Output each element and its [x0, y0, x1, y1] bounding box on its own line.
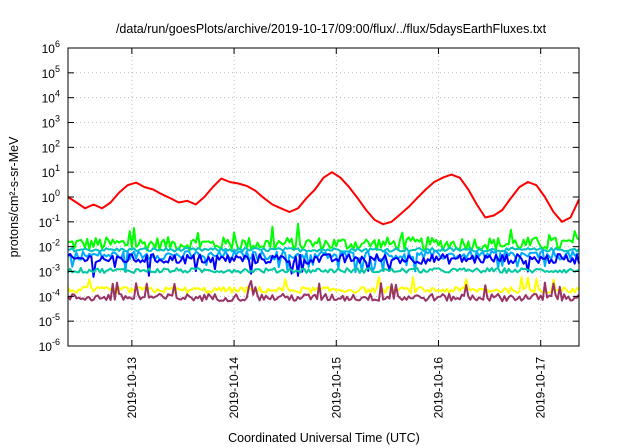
y-tick-label: 10-2 [39, 238, 60, 255]
y-tick-label: 10-6 [39, 337, 60, 354]
y-grid [68, 72, 579, 322]
series-layer [67, 171, 580, 303]
series-line-7 [67, 276, 580, 295]
x-tick-label: 2019-10-16 [431, 357, 445, 419]
y-tick-label: 103 [42, 114, 60, 131]
series-line-6 [67, 267, 580, 274]
y-tick-label: 102 [42, 138, 60, 155]
y-axis: 10-6 10-5 10-4 10-3 10-2 10-1 100 101 102 103 104 1… [39, 39, 579, 354]
series-line-8 [67, 280, 580, 303]
y-tick-label: 106 [42, 39, 60, 56]
y-tick-label: 104 [42, 89, 60, 106]
y-tick-label: 10-1 [39, 213, 60, 230]
series-line-1 [67, 171, 580, 226]
y-tick-label: 10-4 [39, 287, 60, 304]
y-tick-label: 105 [42, 64, 60, 81]
y-tick-label: 10-3 [39, 263, 60, 280]
x-tick-label: 2019-10-14 [227, 357, 241, 419]
x-tick-label: 2019-10-15 [329, 357, 343, 419]
x-tick-label: 2019-10-17 [534, 357, 548, 419]
y-axis-label: protons/cm²-s-sr-MeV [7, 136, 21, 258]
chart-title: /data/run/goesPlots/archive/2019-10-17/0… [116, 22, 547, 36]
x-tick-label: 2019-10-13 [125, 357, 139, 419]
series-line-5 [67, 253, 580, 278]
y-tick-label: 101 [42, 163, 60, 180]
x-axis-label: Coordinated Universal Time (UTC) [228, 431, 420, 445]
y-tick-label: 10-5 [39, 312, 60, 329]
series-line-2 [67, 222, 580, 252]
x-axis: 2019-10-13 2019-10-14 2019-10-15 2019-10-16… [125, 48, 548, 418]
y-tick-label: 100 [42, 188, 60, 205]
series-line-3 [67, 246, 580, 253]
